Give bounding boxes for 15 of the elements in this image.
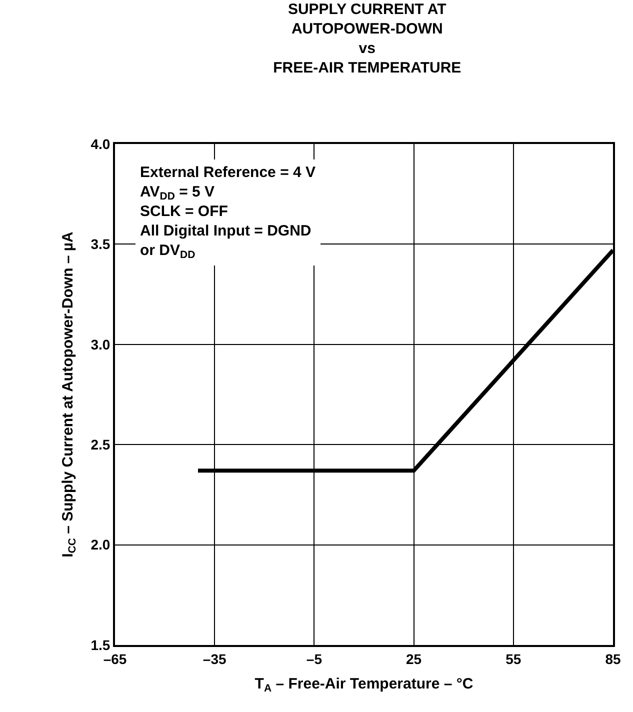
x-tick-label: –65 [103, 650, 127, 667]
x-tick-label: 85 [605, 650, 621, 667]
x-tick-label: –35 [202, 650, 226, 667]
y-tick-label: 1.5 [90, 636, 110, 653]
x-tick-label: 25 [406, 650, 422, 667]
x-tick-label: 55 [506, 650, 522, 667]
x-axis-title: T$_{A}$ – Free-Air Temperature – °C [254, 675, 474, 694]
y-tick-label: 3.0 [90, 336, 110, 352]
annotation: External Reference = 4 V AV$_{DD}$ = 5 V SCLK = OFF All Digital Input = DGND or DV$_{DD}$ [140, 164, 316, 262]
x-tick-label: –5 [306, 650, 322, 667]
y-tick-label: 3.5 [90, 236, 110, 252]
chart-title: SUPPLY CURRENT AT AUTOPOWER-DOWN vs FREE-AIR TEMPERATURE [273, 1, 462, 77]
y-tick-label: 4.0 [90, 136, 110, 152]
y-tick-label: 2.5 [90, 436, 110, 452]
y-tick-label: 2.0 [90, 536, 110, 553]
